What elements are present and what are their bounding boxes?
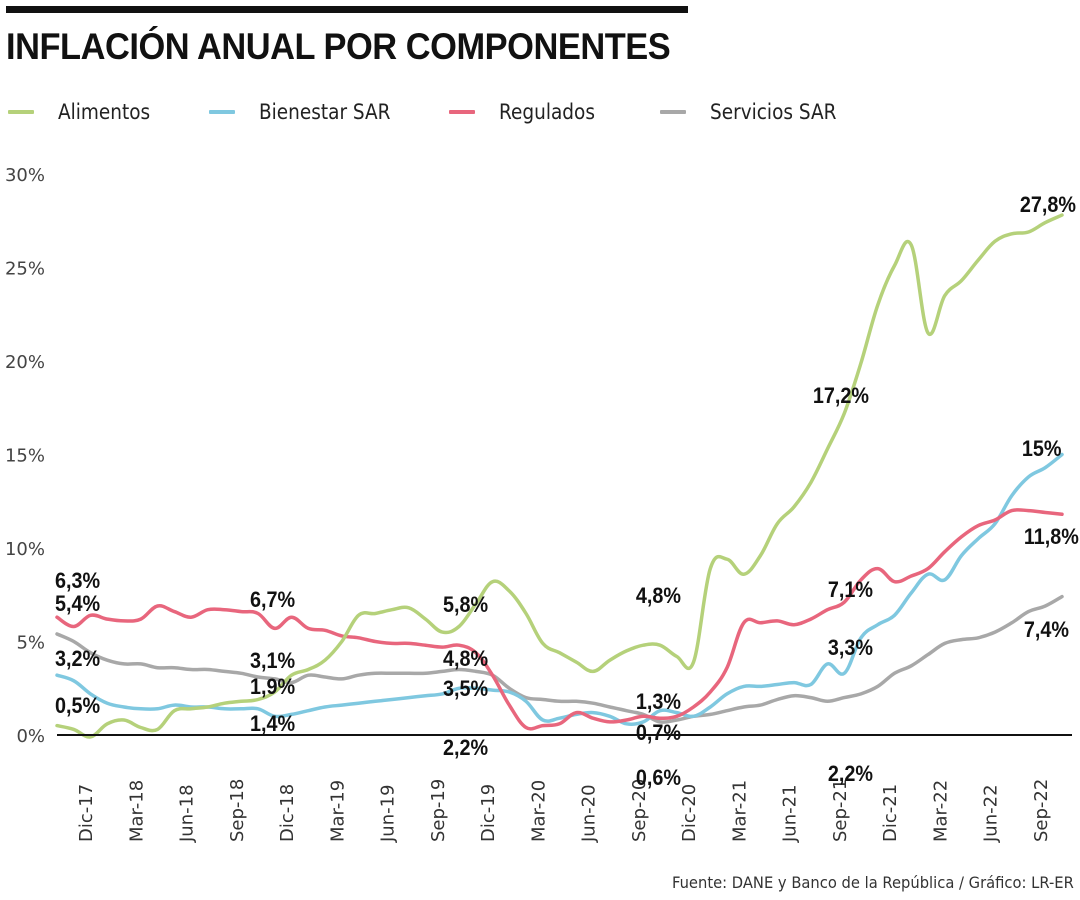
data-label-bienestar-sar: 1,4% bbox=[250, 712, 295, 736]
data-label-bienestar-sar: 1,3% bbox=[636, 690, 681, 714]
series-line-regulados bbox=[55, 508, 1064, 731]
data-label-alimentos: 4,8% bbox=[636, 584, 681, 608]
source-note: Fuente: DANE y Banco de la República / G… bbox=[672, 873, 1074, 892]
y-tick-label: 30% bbox=[5, 165, 45, 186]
data-label-regulados: 0,6% bbox=[636, 766, 681, 790]
series-line-alimentos bbox=[55, 213, 1064, 739]
data-labels: 6,3%5,4% 3,2% 0,5% 6,7% 3,1%1,9% 1,4% 5,8% 4,8%… bbox=[55, 193, 1079, 790]
top-rule bbox=[6, 6, 688, 13]
x-tick-label: Sep-19 bbox=[428, 779, 449, 842]
legend-label-servicios: Servicios SAR bbox=[710, 100, 837, 124]
x-tick-label: Sep-18 bbox=[227, 779, 248, 842]
data-label-regulados: 4,8% bbox=[443, 647, 488, 671]
legend-item-alimentos: Alimentos bbox=[8, 100, 163, 124]
legend: Alimentos Bienestar SAR Regulados Servic… bbox=[0, 100, 1080, 130]
data-label-bienestar-sar: 3,3% bbox=[828, 636, 873, 660]
series-lines bbox=[55, 213, 1064, 739]
data-label-servicios-sar: 7,4% bbox=[1024, 618, 1069, 642]
x-tick-label: Jun-22 bbox=[981, 784, 1002, 843]
y-tick-label: 25% bbox=[5, 259, 45, 280]
data-label-alimentos: 27,8% bbox=[1020, 193, 1076, 217]
x-tick-label: Dic-19 bbox=[478, 784, 499, 842]
data-label-alimentos: 0,5% bbox=[55, 694, 100, 718]
y-tick-label: 10% bbox=[5, 539, 45, 560]
data-label-servicios-sar: 0,7% bbox=[636, 721, 681, 745]
x-tick-label: Mar-20 bbox=[528, 780, 549, 842]
legend-label-regulados: Regulados bbox=[499, 100, 595, 124]
x-tick-label: Jun-21 bbox=[780, 784, 801, 843]
data-label-regulados: 11,8% bbox=[1024, 525, 1079, 549]
legend-label-bienestar: Bienestar SAR bbox=[259, 100, 391, 124]
data-label-servicios-sar: 3,5% bbox=[443, 677, 488, 701]
data-label-servicios-sar: 5,4% bbox=[55, 592, 100, 616]
legend-item-bienestar: Bienestar SAR bbox=[209, 100, 408, 124]
data-label-bienestar-sar: 3,2% bbox=[55, 647, 100, 671]
series-line-servicios-sar bbox=[55, 594, 1064, 724]
x-tick-label: Sep-20 bbox=[629, 779, 650, 842]
x-tick-label: Jun-19 bbox=[378, 784, 399, 843]
x-tick-label: Dic-18 bbox=[277, 784, 298, 842]
chart-title: INFLACIÓN ANUAL POR COMPONENTES bbox=[6, 26, 671, 67]
legend-swatch-alimentos bbox=[8, 110, 34, 114]
legend-swatch-bienestar bbox=[209, 110, 235, 114]
y-tick-label: 20% bbox=[5, 352, 45, 373]
data-label-servicios-sar: 3,1% bbox=[250, 649, 295, 673]
y-tick-label: 5% bbox=[16, 633, 45, 654]
x-tick-label: Sep-22 bbox=[1031, 779, 1052, 842]
legend-item-servicios: Servicios SAR bbox=[660, 100, 854, 124]
data-label-alimentos: 5,8% bbox=[443, 593, 488, 617]
data-label-regulados: 7,1% bbox=[828, 578, 873, 602]
x-tick-label: Jun-18 bbox=[177, 784, 198, 843]
x-tick-label: Dic-17 bbox=[76, 784, 97, 842]
legend-swatch-servicios bbox=[660, 110, 686, 114]
x-tick-label: Dic-21 bbox=[880, 784, 901, 842]
x-tick-label: Dic-20 bbox=[679, 784, 700, 842]
legend-swatch-regulados bbox=[449, 110, 475, 114]
data-label-bienestar-sar: 2,2% bbox=[443, 736, 488, 760]
data-label-alimentos: 1,9% bbox=[250, 675, 295, 699]
series-line-bienestar-sar bbox=[55, 452, 1064, 727]
x-tick-label: Mar-18 bbox=[126, 780, 147, 842]
x-tick-label: Sep-21 bbox=[830, 779, 851, 842]
x-axis: Dic-17 Mar-18 Jun-18 Sep-18 Dic-18 Mar-19 Jun-… bbox=[76, 779, 1052, 843]
x-tick-label: Jun-20 bbox=[579, 784, 600, 843]
data-label-alimentos: 17,2% bbox=[813, 384, 869, 408]
data-label-servicios-sar: 2,2% bbox=[828, 762, 873, 786]
y-axis: 0% 5% 10% 15% 20% 25% 30% bbox=[5, 165, 45, 747]
legend-label-alimentos: Alimentos bbox=[58, 100, 151, 124]
data-label-regulados: 6,7% bbox=[250, 588, 295, 612]
x-tick-label: Mar-22 bbox=[930, 780, 951, 842]
x-tick-label: Mar-21 bbox=[729, 780, 750, 842]
x-tick-label: Mar-19 bbox=[327, 780, 348, 842]
data-label-bienestar-sar: 15% bbox=[1022, 437, 1062, 461]
y-tick-label: 15% bbox=[5, 446, 45, 467]
data-label-regulados: 6,3% bbox=[55, 569, 100, 593]
legend-item-regulados: Regulados bbox=[449, 100, 608, 124]
y-tick-label: 0% bbox=[16, 726, 45, 747]
